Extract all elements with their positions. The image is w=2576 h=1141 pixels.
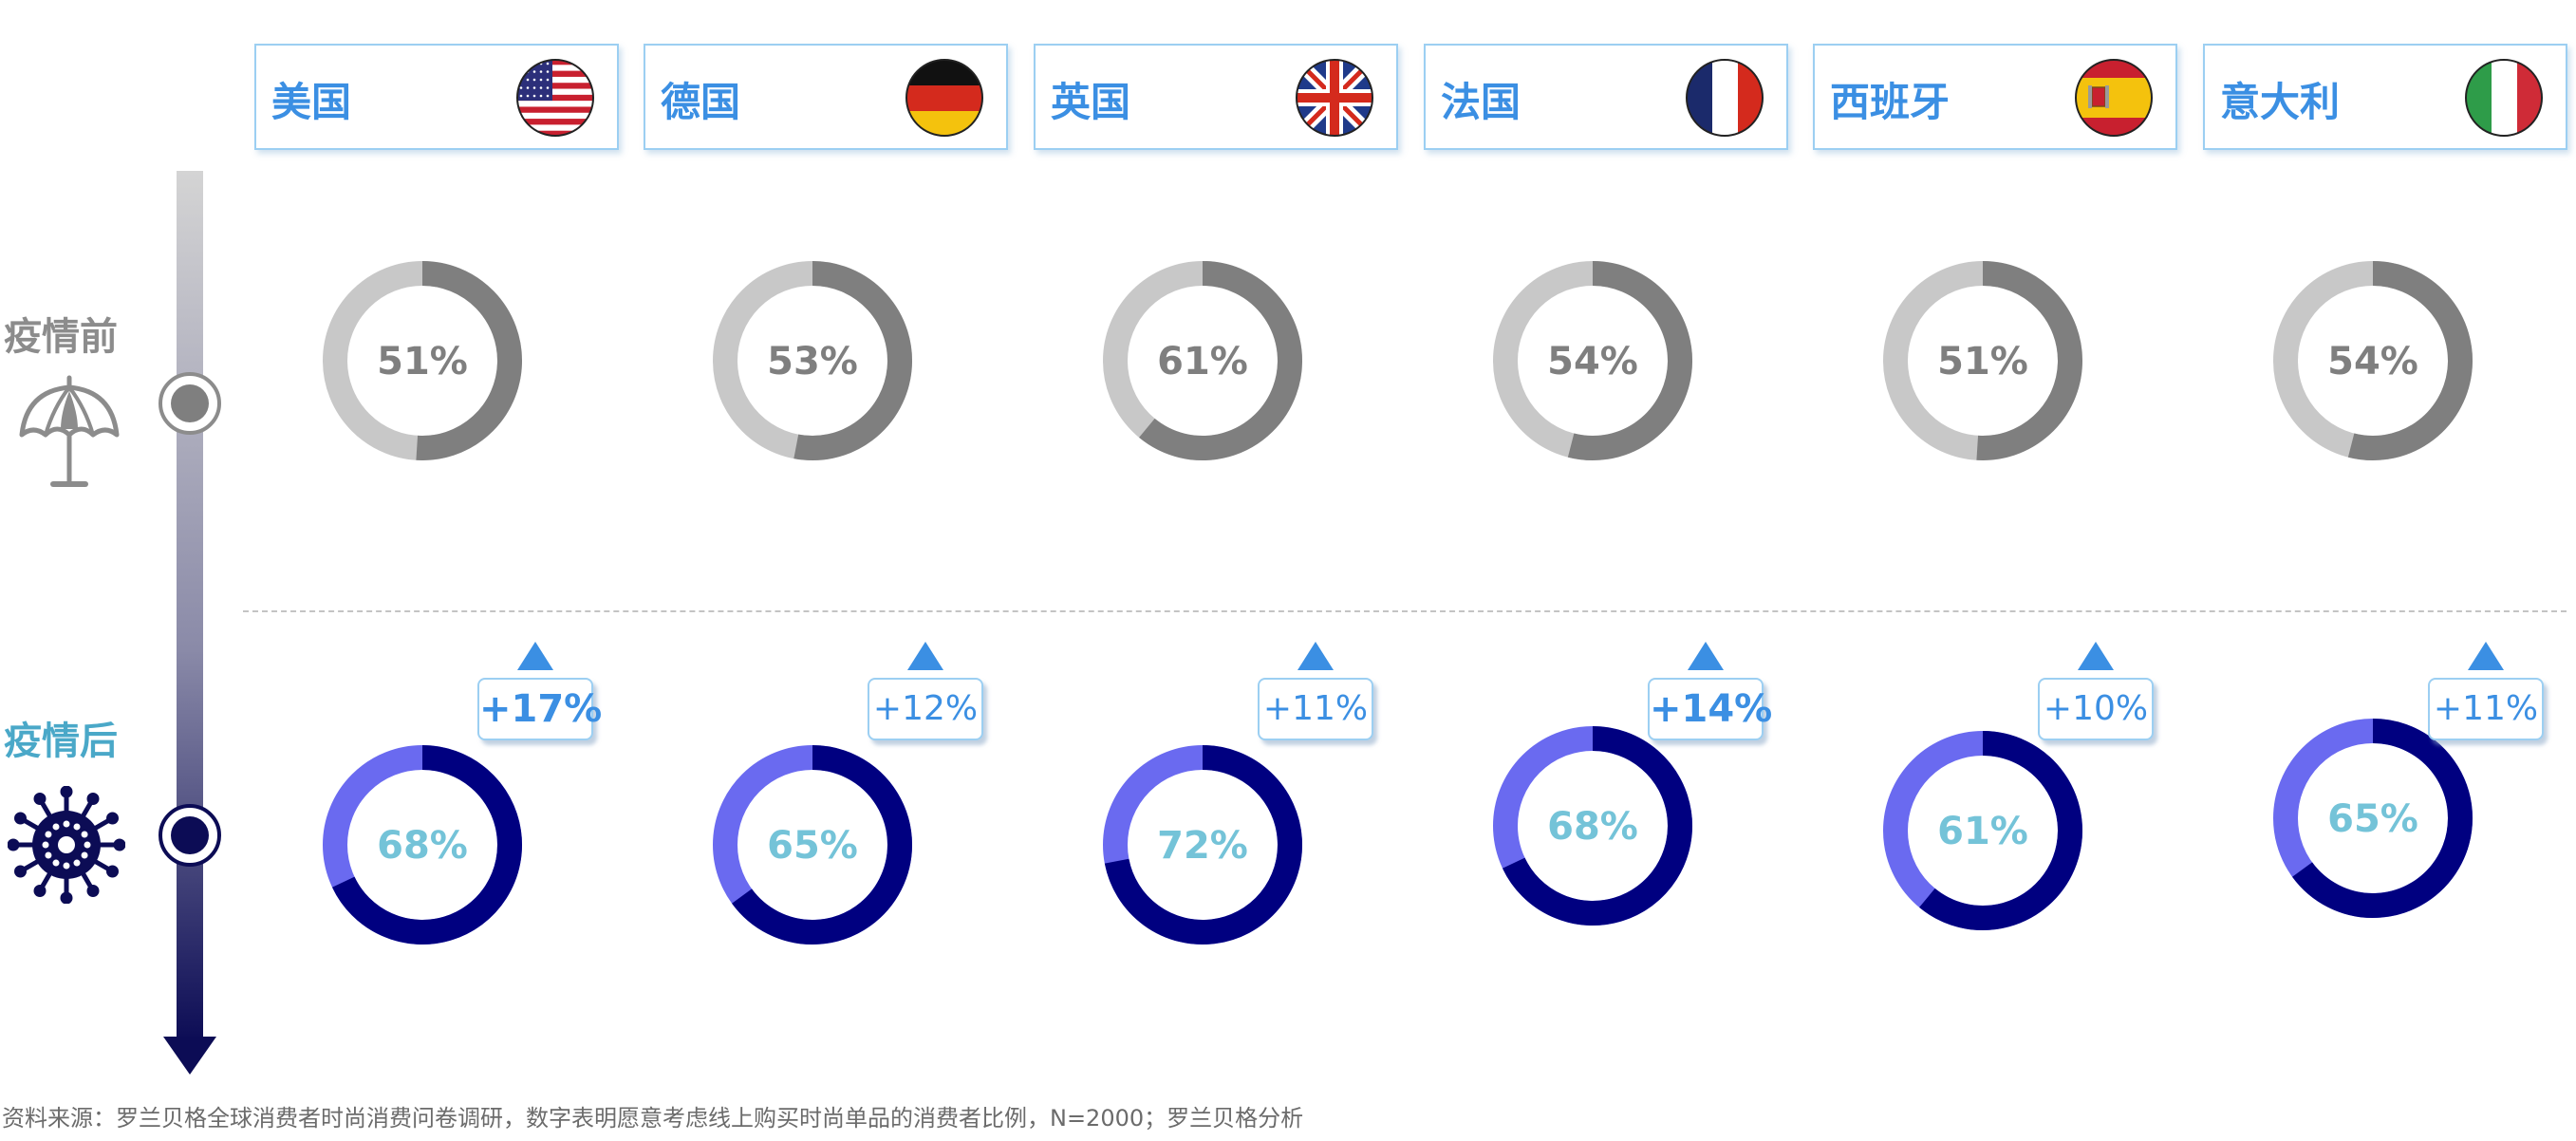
- country-name: 德国: [661, 79, 741, 125]
- donut-value-label: 53%: [767, 340, 858, 383]
- country-name: 美国: [271, 79, 352, 125]
- donut-value-label: 68%: [377, 824, 468, 868]
- donut-before: 51%: [1883, 261, 2082, 460]
- timeline-arrow-icon: [163, 1037, 216, 1075]
- country-header: 英国: [1034, 44, 1398, 150]
- country-name: 意大利: [2220, 79, 2341, 125]
- umbrella-icon: [19, 375, 120, 487]
- donut-value-label: 54%: [2327, 340, 2418, 383]
- donut-value-arc: [1139, 261, 1302, 460]
- donut-after: 68%: [323, 745, 522, 945]
- donut-after: 68%: [1493, 726, 1692, 926]
- change-callout: +11%: [1258, 678, 1373, 740]
- country-name: 英国: [1051, 79, 1131, 125]
- increase-triangle-icon: [907, 642, 943, 670]
- donut-before: 54%: [1493, 261, 1692, 460]
- country-header: 德国: [644, 44, 1008, 150]
- donut-value-label: 61%: [1937, 810, 2028, 853]
- increase-triangle-icon: [1297, 642, 1334, 670]
- timeline-after-marker: [159, 804, 221, 867]
- donut-before: 54%: [2273, 261, 2473, 460]
- donut-value-arc: [1104, 745, 1302, 945]
- source-note: 资料来源：罗兰贝格全球消费者时尚消费问卷调研，数字表明愿意考虑线上购买时尚单品的…: [2, 1105, 1304, 1132]
- donut-value-label: 72%: [1157, 824, 1248, 868]
- change-callout: +14%: [1648, 678, 1772, 740]
- country-header: 意大利: [2203, 44, 2567, 150]
- donut-after: 72%: [1103, 745, 1302, 945]
- donut-value-label: 65%: [2327, 797, 2418, 841]
- italy-flag-icon: [2465, 59, 2543, 137]
- donut-value-arc: [416, 261, 522, 460]
- increase-triangle-icon: [2078, 642, 2114, 670]
- donut-value-label: 51%: [377, 340, 468, 383]
- germany-flag-icon: [905, 59, 983, 137]
- donut-after: 65%: [713, 745, 912, 945]
- timeline: [159, 171, 221, 1075]
- change-callout: +12%: [868, 678, 983, 740]
- usa-flag-icon: [516, 59, 594, 137]
- donut-value-label: 65%: [767, 824, 858, 868]
- change-callout: +17%: [477, 678, 602, 740]
- donut-value-arc: [732, 745, 912, 945]
- donut-value-label: 61%: [1157, 340, 1248, 383]
- donut-value-arc: [1567, 261, 1692, 460]
- donut-value-arc: [1919, 731, 2082, 930]
- donut-chart: 51% 68% 53% 65% 61% 72% 54% 68% 51% 61% 54% 65%: [323, 261, 2473, 945]
- spain-flag-icon: [2075, 59, 2153, 137]
- france-flag-icon: [1686, 59, 1764, 137]
- increase-triangle-icon: [517, 642, 553, 670]
- increase-triangle-icon: [1688, 642, 1724, 670]
- donut-value-arc: [1503, 726, 1692, 926]
- virus-icon: [8, 786, 125, 904]
- donut-value-arc: [1976, 261, 2082, 460]
- country-header: 西班牙: [1813, 44, 2177, 150]
- donut-value-arc: [793, 261, 912, 460]
- country-header: 美国: [254, 44, 619, 150]
- donut-value-arc: [332, 745, 522, 945]
- after-label: 疫情后: [4, 720, 118, 763]
- uk-flag-icon: [1296, 59, 1373, 137]
- donut-value-arc: [2347, 261, 2473, 460]
- increase-triangle-icon: [2468, 642, 2504, 670]
- donut-before: 61%: [1103, 261, 1302, 460]
- country-header: 法国: [1424, 44, 1788, 150]
- country-name: 法国: [1441, 79, 1521, 125]
- donut-value-label: 68%: [1547, 805, 1638, 849]
- change-callout: +10%: [2038, 678, 2154, 740]
- donut-value-label: 51%: [1937, 340, 2028, 383]
- donut-value-arc: [2292, 719, 2473, 918]
- donut-before: 53%: [713, 261, 912, 460]
- timeline-before-marker: [159, 372, 221, 435]
- change-callout: +11%: [2428, 678, 2544, 740]
- donut-after: 65%: [2273, 719, 2473, 918]
- country-name: 西班牙: [1830, 79, 1951, 125]
- divider: [243, 610, 2567, 612]
- donut-before: 51%: [323, 261, 522, 460]
- donut-after: 61%: [1883, 731, 2082, 930]
- before-label: 疫情前: [4, 315, 118, 359]
- donut-value-label: 54%: [1547, 340, 1638, 383]
